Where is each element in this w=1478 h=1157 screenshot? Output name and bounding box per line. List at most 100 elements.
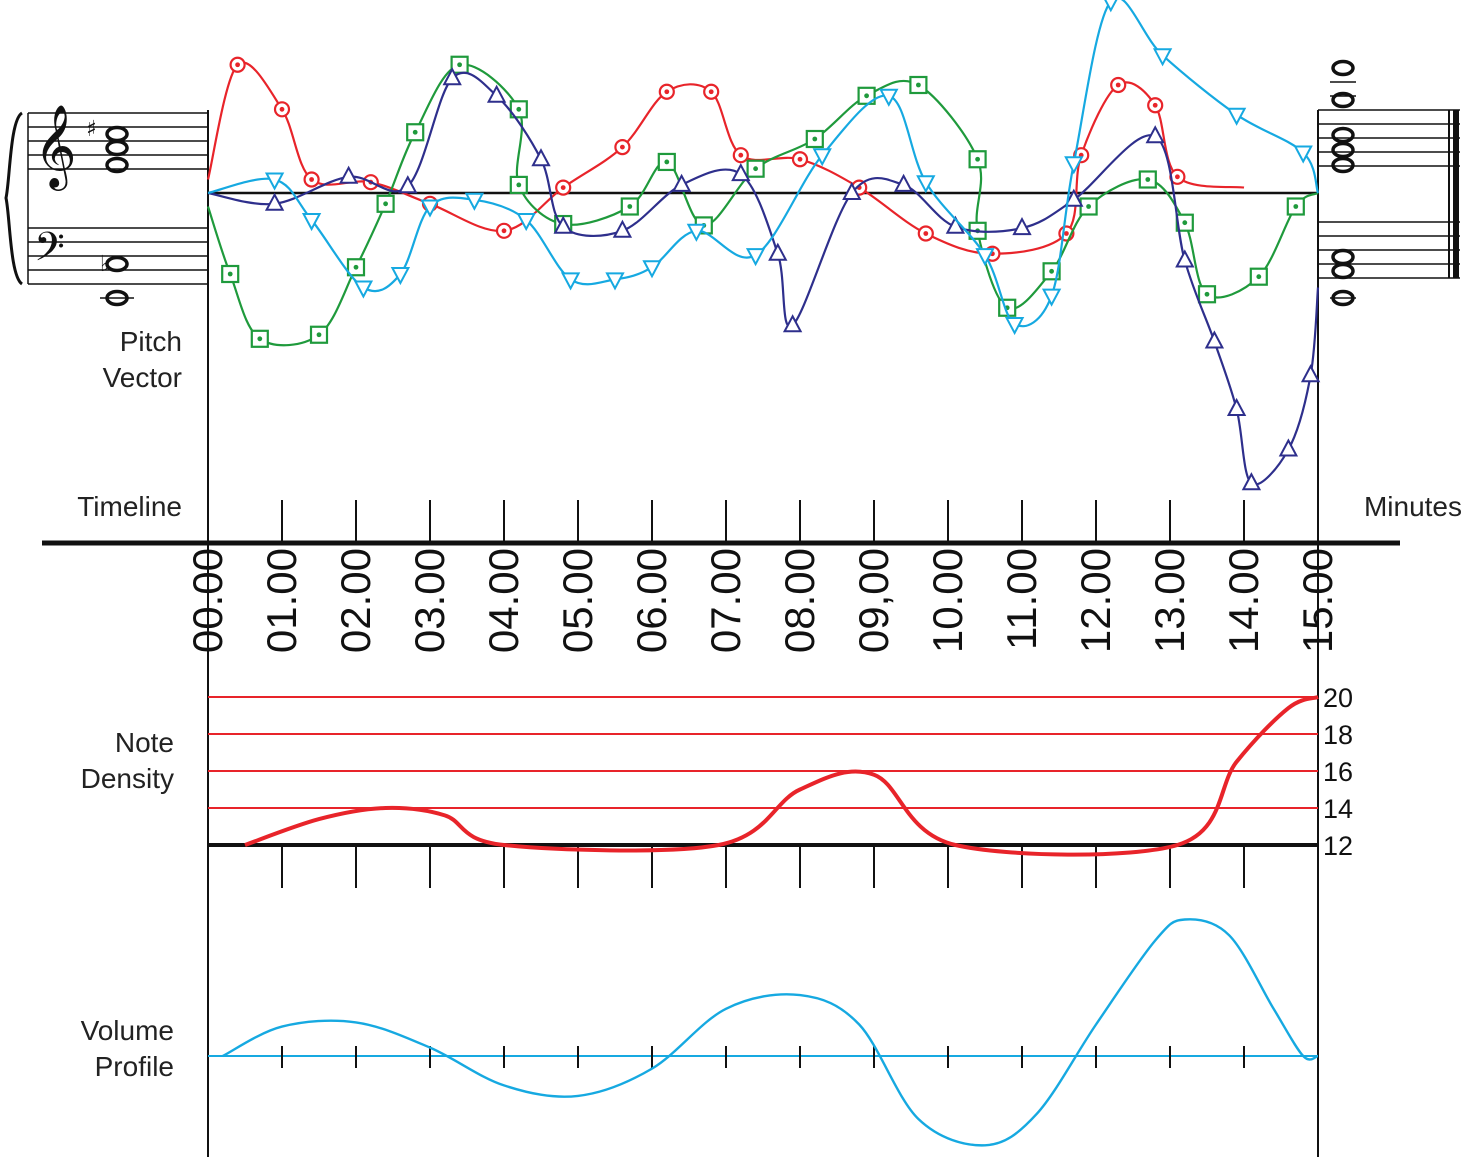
pitch-series-red	[206, 61, 1245, 255]
timeline-label: Timeline	[77, 491, 182, 522]
pitch-marker	[560, 272, 581, 291]
pitch-marker-dot	[412, 129, 418, 135]
time-tick-label: 10.00	[924, 548, 971, 653]
pitch-marker	[1241, 472, 1262, 491]
pitch-marker	[264, 192, 285, 211]
pitch-marker-dot	[235, 62, 241, 68]
pitch-marker	[442, 67, 462, 86]
pitch-marker	[642, 260, 662, 279]
volume-ticks	[281, 1046, 1245, 1068]
pitch-marker-dot	[797, 156, 803, 162]
pitch-marker	[1293, 145, 1313, 164]
pitch-marker-dot	[1152, 102, 1158, 108]
pitch-marker-dot	[1145, 177, 1151, 182]
pitch-marker	[671, 173, 692, 192]
pitch-marker-dot	[1064, 231, 1069, 236]
pitch-marker-dot	[864, 93, 869, 99]
pitch-marker	[782, 314, 803, 333]
pitch-marker-dot	[1256, 274, 1262, 280]
pitch-marker-dot	[1182, 220, 1188, 226]
sharp-icon: ♯	[86, 117, 97, 142]
pitch-marker	[1226, 397, 1247, 416]
pitch-marker-dot	[1204, 291, 1210, 297]
note-icon	[105, 289, 129, 307]
profile-label: Profile	[95, 1051, 174, 1082]
pitch-vector-chart	[206, 0, 1321, 491]
minutes-label: Minutes	[1364, 491, 1462, 522]
pitch-label: Pitch	[120, 326, 182, 357]
pitch-marker	[338, 165, 359, 184]
pitch-marker	[464, 192, 485, 211]
pitch-marker-dot	[279, 106, 285, 112]
note-icon	[105, 255, 129, 273]
pitch-marker	[353, 280, 374, 299]
pitch-marker	[1152, 48, 1173, 67]
pitch-marker	[879, 88, 899, 107]
density-ticks	[281, 845, 1245, 888]
pitch-marker-dot	[812, 136, 818, 142]
time-labels: 00.00 01.00 02.00 03.00 04.00 05.00 06.00 07.00…	[184, 548, 1341, 653]
pitch-marker	[812, 148, 832, 167]
density-grid: 20 18 16 14 12	[208, 683, 1353, 861]
density-tick-label: 12	[1323, 831, 1353, 861]
pitch-marker	[686, 223, 707, 242]
pitch-marker-dot	[1086, 204, 1091, 209]
pitch-marker	[1041, 288, 1062, 307]
pitch-marker	[1004, 316, 1025, 336]
pitch-marker	[1064, 156, 1084, 175]
time-tick-label: 09,00	[850, 548, 897, 653]
density-tick-label: 18	[1323, 720, 1353, 750]
pitch-marker	[531, 148, 551, 167]
pitch-marker-dot	[560, 185, 566, 191]
time-tick-label: 12.00	[1072, 548, 1119, 653]
pitch-marker	[893, 173, 914, 192]
note-label: Note	[115, 727, 174, 758]
density-tick-label: 16	[1323, 757, 1353, 787]
density-label: Density	[81, 763, 174, 794]
pitch-marker	[1226, 107, 1247, 126]
pitch-marker-dot	[916, 82, 921, 88]
time-tick-label: 02.00	[332, 548, 379, 653]
pitch-marker-dot	[620, 144, 625, 150]
time-tick-label: 05.00	[554, 548, 601, 653]
pitch-marker-dot	[501, 228, 507, 234]
density-series	[244, 695, 1319, 857]
pitch-marker	[731, 162, 751, 182]
pitch-marker	[916, 175, 936, 194]
pitch-marker-dot	[664, 89, 670, 95]
treble-clef-icon: 𝄞	[34, 103, 77, 191]
pitch-marker	[768, 242, 788, 261]
pitch-marker	[1104, 0, 1118, 13]
vector-label: Vector	[103, 362, 182, 393]
pitch-marker	[605, 272, 625, 291]
pitch-marker-dot	[1049, 268, 1054, 274]
timeline-ticks	[281, 500, 1245, 543]
pitch-marker-dot	[753, 166, 758, 172]
pitch-marker	[516, 213, 536, 232]
time-tick-label: 14.00	[1220, 548, 1267, 653]
pitch-marker-dot	[516, 182, 522, 188]
brace-icon	[4, 111, 24, 286]
time-tick-label: 11.00	[998, 548, 1045, 650]
pitch-marker-dot	[353, 264, 359, 270]
grand-staff-left: 𝄞 𝄢 ♯ ♭	[4, 103, 208, 307]
pitch-marker	[1064, 188, 1084, 207]
pitch-marker	[486, 84, 507, 103]
pitch-marker-dot	[316, 332, 322, 338]
pitch-marker-dot	[227, 271, 233, 277]
bass-clef-icon: 𝄢	[34, 224, 65, 280]
time-tick-label: 08.00	[776, 548, 823, 653]
grand-staff-right	[1318, 59, 1460, 307]
pitch-marker-dot	[383, 201, 388, 207]
note-icon	[105, 125, 129, 143]
note-icon	[105, 139, 129, 157]
pitch-marker-dot	[664, 159, 670, 165]
time-tick-label: 06.00	[628, 548, 675, 653]
flat-icon: ♭	[100, 252, 110, 277]
pitch-marker-dot	[738, 152, 744, 158]
pitch-marker	[1300, 364, 1321, 383]
pitch-marker-dot	[257, 336, 263, 342]
note-density-chart	[244, 695, 1319, 857]
note-icon	[105, 156, 129, 174]
time-tick-label: 13.00	[1146, 548, 1193, 653]
